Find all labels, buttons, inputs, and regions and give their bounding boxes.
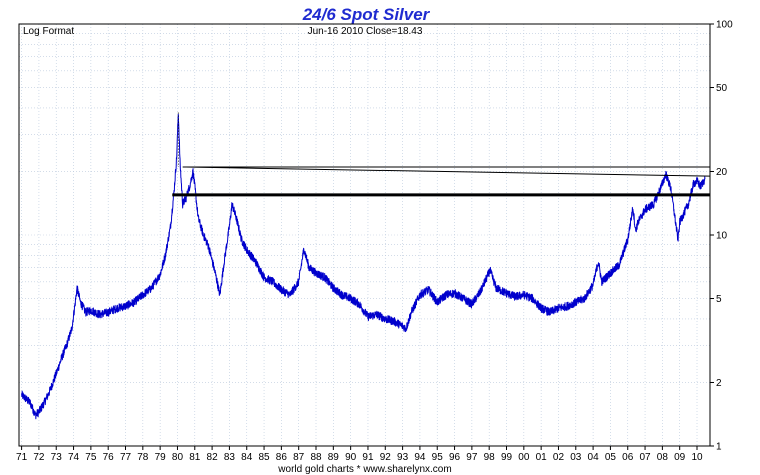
y-tick-label: 20: [716, 167, 728, 178]
x-tick-label: 93: [397, 452, 409, 463]
down-trendline: [186, 166, 711, 177]
x-tick-label: 76: [103, 452, 115, 463]
x-tick-label: 06: [622, 452, 634, 463]
x-tick-label: 86: [276, 452, 288, 463]
x-tick-label: 97: [466, 452, 478, 463]
x-tick-label: 87: [293, 452, 305, 463]
x-tick-label: 94: [414, 452, 426, 463]
x-tick-label: 81: [189, 452, 201, 463]
x-tick-label: 95: [432, 452, 444, 463]
x-tick-label: 09: [674, 452, 686, 463]
x-tick-label: 90: [345, 452, 357, 463]
y-tick-label: 10: [716, 231, 728, 242]
price-series: [21, 112, 706, 420]
x-tick-label: 78: [137, 452, 149, 463]
y-tick-label: 5: [716, 294, 722, 305]
x-tick-label: 79: [155, 452, 167, 463]
x-tick-label: 99: [501, 452, 513, 463]
x-tick-label: 08: [657, 452, 669, 463]
x-tick-label: 05: [605, 452, 617, 463]
y-tick-label: 100: [716, 20, 733, 31]
x-tick-label: 10: [691, 452, 703, 463]
x-tick-label: 03: [570, 452, 582, 463]
x-tick-label: 91: [362, 452, 374, 463]
x-tick-label: 74: [68, 452, 80, 463]
x-tick-label: 72: [33, 452, 45, 463]
x-tick-label: 88: [310, 452, 322, 463]
x-tick-label: 92: [380, 452, 392, 463]
y-tick-label: 1: [716, 442, 722, 453]
date-close-label: Jun-16 2010 Close=18.43: [308, 26, 423, 37]
x-tick-label: 00: [518, 452, 530, 463]
x-tick-label: 96: [449, 452, 461, 463]
x-tick-label: 77: [120, 452, 132, 463]
x-tick-label: 75: [85, 452, 97, 463]
chart-title: 24/6 Spot Silver: [302, 5, 431, 24]
x-tick-label: 80: [172, 452, 184, 463]
x-tick-label: 83: [224, 452, 236, 463]
x-tick-label: 85: [258, 452, 270, 463]
y-tick-label: 2: [716, 378, 722, 389]
annotation-lines: [172, 166, 711, 197]
x-tick-label: 89: [328, 452, 340, 463]
series-line: [21, 114, 706, 420]
x-tick-label: 84: [241, 452, 253, 463]
x-tick-label: 01: [536, 452, 548, 463]
log-format-label: Log Format: [23, 26, 74, 37]
x-tick-label: 73: [51, 452, 63, 463]
y-axis-ticks: 1 2 5 10 20 50 100: [710, 20, 733, 453]
x-tick-label: 07: [639, 452, 651, 463]
y-tick-label: 50: [716, 83, 728, 94]
x-tick-label: 98: [484, 452, 496, 463]
x-tick-label: 71: [16, 452, 28, 463]
x-tick-label: 02: [553, 452, 565, 463]
footer-credit: world gold charts * www.sharelynx.com: [277, 464, 451, 475]
x-tick-label: 82: [207, 452, 219, 463]
x-tick-label: 04: [588, 452, 600, 463]
x-axis-ticks: 71 72 73 74 75 76 77 78 79 80 81 82 83 84 85 86 87 88 89 90…: [16, 446, 703, 463]
grid-lines: [19, 23, 710, 447]
